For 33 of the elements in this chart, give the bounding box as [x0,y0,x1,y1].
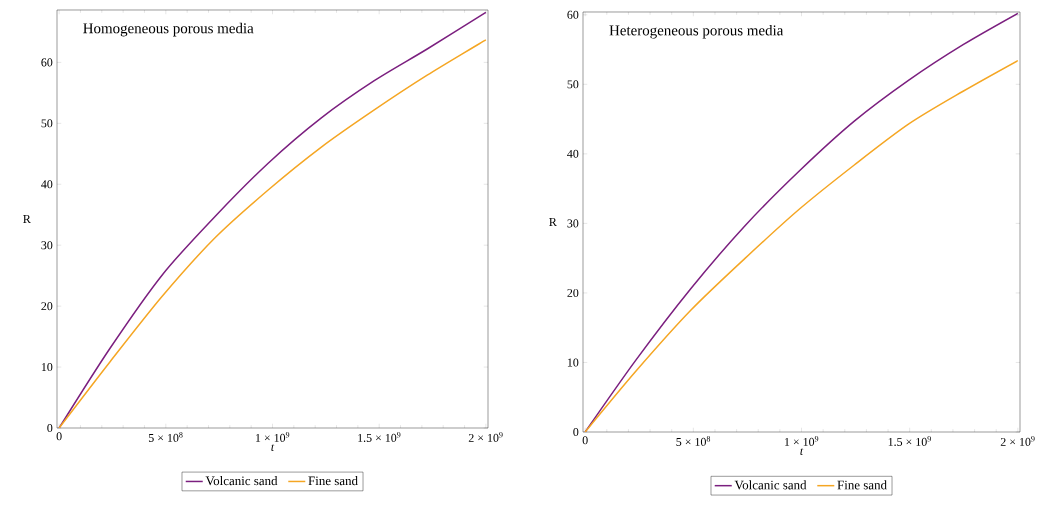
x-tick-label: 0 [582,436,588,445]
y-tick-label: 10 [567,358,579,367]
x-tick-label: 1 × 10$^{9}$ [784,436,819,446]
y-tick-label: 40 [41,180,53,189]
y-tick-label: 20 [567,288,579,297]
x-tick-label: 5 × 10$^{8}$ [148,432,183,442]
x-tick-label: 1 × 10$^{9}$ [255,432,290,442]
x-tick-label: 1.5 × 10$^{9}$ [358,432,401,442]
y-tick-label: 10 [41,363,53,372]
y-axis-title: R [549,218,557,226]
legend-label: Fine sand [837,480,887,490]
legend-label: Fine sand [308,476,358,486]
legend-label: Volcanic sand [734,480,807,490]
y-tick-label: 30 [41,241,53,250]
y-tick-label: 50 [567,80,579,89]
y-tick-label: 40 [567,149,579,158]
y-tick-label: 20 [41,302,53,311]
y-tick-label: 0 [47,423,53,433]
x-tick-label: 1.5 × 10$^{9}$ [888,436,931,446]
x-axis-title: t [800,448,804,455]
y-tick-label: 60 [567,10,579,19]
y-tick-label: 60 [41,58,53,67]
x-tick-label: 2 × 10$^{9}$ [1000,436,1035,446]
x-tick-label: 0 [56,432,62,441]
y-axis-title: R [23,215,31,223]
text: Heterogeneous porous media [609,24,784,39]
x-tick-label: 2 × 10$^{9}$ [468,432,503,442]
y-tick-label: 50 [41,119,53,128]
x-tick-label: 5 × 10$^{8}$ [676,436,711,446]
legend-label: Volcanic sand [205,476,278,486]
x-axis-title: t [271,444,275,451]
text: Homogeneous porous media [83,22,254,37]
y-tick-label: 30 [567,219,579,228]
